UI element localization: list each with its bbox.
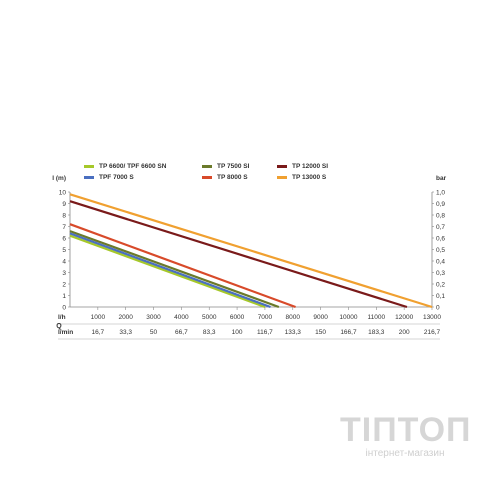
y2-tick-label: 0,3: [436, 270, 445, 277]
y-tick-label: 10: [59, 189, 67, 196]
legend-label: TPF 7000 S: [99, 174, 134, 181]
legend-item: TP 8000 S: [202, 172, 248, 183]
legend-item: TP 7500 SI: [202, 161, 249, 172]
x-tick-label: 4000: [174, 314, 189, 321]
y-tick-label: 2: [62, 281, 66, 288]
legend-label: TP 6600/ TPF 6600 SN: [99, 163, 167, 170]
legend-label: TP 12000 SI: [292, 163, 329, 170]
y2-tick-label: 0,7: [436, 224, 445, 231]
x2-tick-label: 216,7: [424, 329, 441, 336]
legend-label: TP 7500 SI: [217, 163, 250, 170]
x2-tick-label: 100: [232, 329, 243, 336]
x2-tick-label: 150: [315, 329, 326, 336]
y2-tick-label: 0: [436, 304, 440, 311]
x-tick-label: 1000: [91, 314, 106, 321]
y2-axis-title: bar: [436, 175, 447, 182]
y-tick-label: 8: [62, 212, 66, 219]
y-tick-label: 9: [62, 201, 66, 208]
x-tick-label: 10000: [339, 314, 357, 321]
y-tick-label: 7: [62, 224, 66, 231]
watermark-subtitle: інтернет-магазин: [365, 448, 445, 459]
x2-tick-label: 183,3: [368, 329, 385, 336]
y2-tick-label: 0,2: [436, 281, 445, 288]
y2-tick-label: 1,0: [436, 189, 445, 196]
legend-swatch: [202, 176, 212, 179]
watermark-logo: ТІПТОП: [340, 411, 472, 449]
legend-swatch: [277, 176, 287, 179]
x2-tick-label: 166,7: [340, 329, 357, 336]
x2-tick-label: 66,7: [175, 329, 188, 336]
series-line: [69, 234, 266, 309]
series-line: [69, 230, 280, 309]
y2-tick-label: 0,4: [436, 258, 445, 265]
y-tick-label: 0: [62, 304, 66, 311]
y-tick-label: 6: [62, 235, 66, 242]
x-tick-label: 13000: [423, 314, 441, 321]
x-tick-label: 8000: [286, 314, 301, 321]
x2-tick-label: 50: [150, 329, 158, 336]
x2-tick-label: 83,3: [203, 329, 216, 336]
series-line: [69, 232, 271, 309]
x-tick-label: 5000: [202, 314, 217, 321]
legend-item: TP 12000 SI: [277, 161, 328, 172]
legend-label: TP 8000 S: [217, 174, 248, 181]
x-tick-label: 2000: [118, 314, 133, 321]
x2-tick-label: 16,7: [92, 329, 105, 336]
y2-tick-label: 0,1: [436, 293, 445, 300]
y2-tick-label: 0,9: [436, 201, 445, 208]
x-q-label: Q: [56, 323, 62, 330]
x-tick-label: 3000: [146, 314, 161, 321]
legend-swatch: [84, 165, 94, 168]
y-tick-label: 3: [62, 270, 66, 277]
x2-tick-label: 200: [399, 329, 410, 336]
x-tick-label: 11000: [368, 314, 386, 321]
legend-item: TP 6600/ TPF 6600 SN: [84, 161, 166, 172]
series-line: [69, 200, 408, 309]
y-tick-label: 1: [62, 293, 66, 300]
x2-tick-label: 33,3: [119, 329, 132, 336]
x-tick-label: 7000: [258, 314, 273, 321]
legend-label: TP 13000 S: [292, 174, 327, 181]
y-axis-title: l (m): [52, 175, 66, 182]
legend-item: TP 13000 S: [277, 172, 326, 183]
chart-legend: TP 6600/ TPF 6600 SN TP 7500 SI TP 12000…: [84, 161, 444, 185]
x-tick-label: 12000: [395, 314, 413, 321]
x-tick-label: 9000: [313, 314, 328, 321]
y-tick-label: 5: [62, 247, 66, 254]
y-tick-label: 4: [62, 258, 66, 265]
x2-tick-label: 133,3: [285, 329, 302, 336]
watermark: ТІПТОП інтернет-магазин: [340, 412, 470, 459]
y2-tick-label: 0,5: [436, 247, 445, 254]
legend-swatch: [202, 165, 212, 168]
x2-tick-label: 116,7: [257, 329, 273, 336]
x-unit-label-lh: l/h: [58, 314, 66, 321]
legend-swatch: [84, 176, 94, 179]
x-unit-label-lmin: l/min: [58, 329, 73, 336]
y2-tick-label: 0,8: [436, 212, 445, 219]
series-line: [69, 193, 433, 309]
x-tick-label: 6000: [230, 314, 245, 321]
series-line: [69, 223, 296, 309]
legend-swatch: [277, 165, 287, 168]
legend-item: TPF 7000 S: [84, 172, 134, 183]
y2-tick-label: 0,6: [436, 235, 445, 242]
